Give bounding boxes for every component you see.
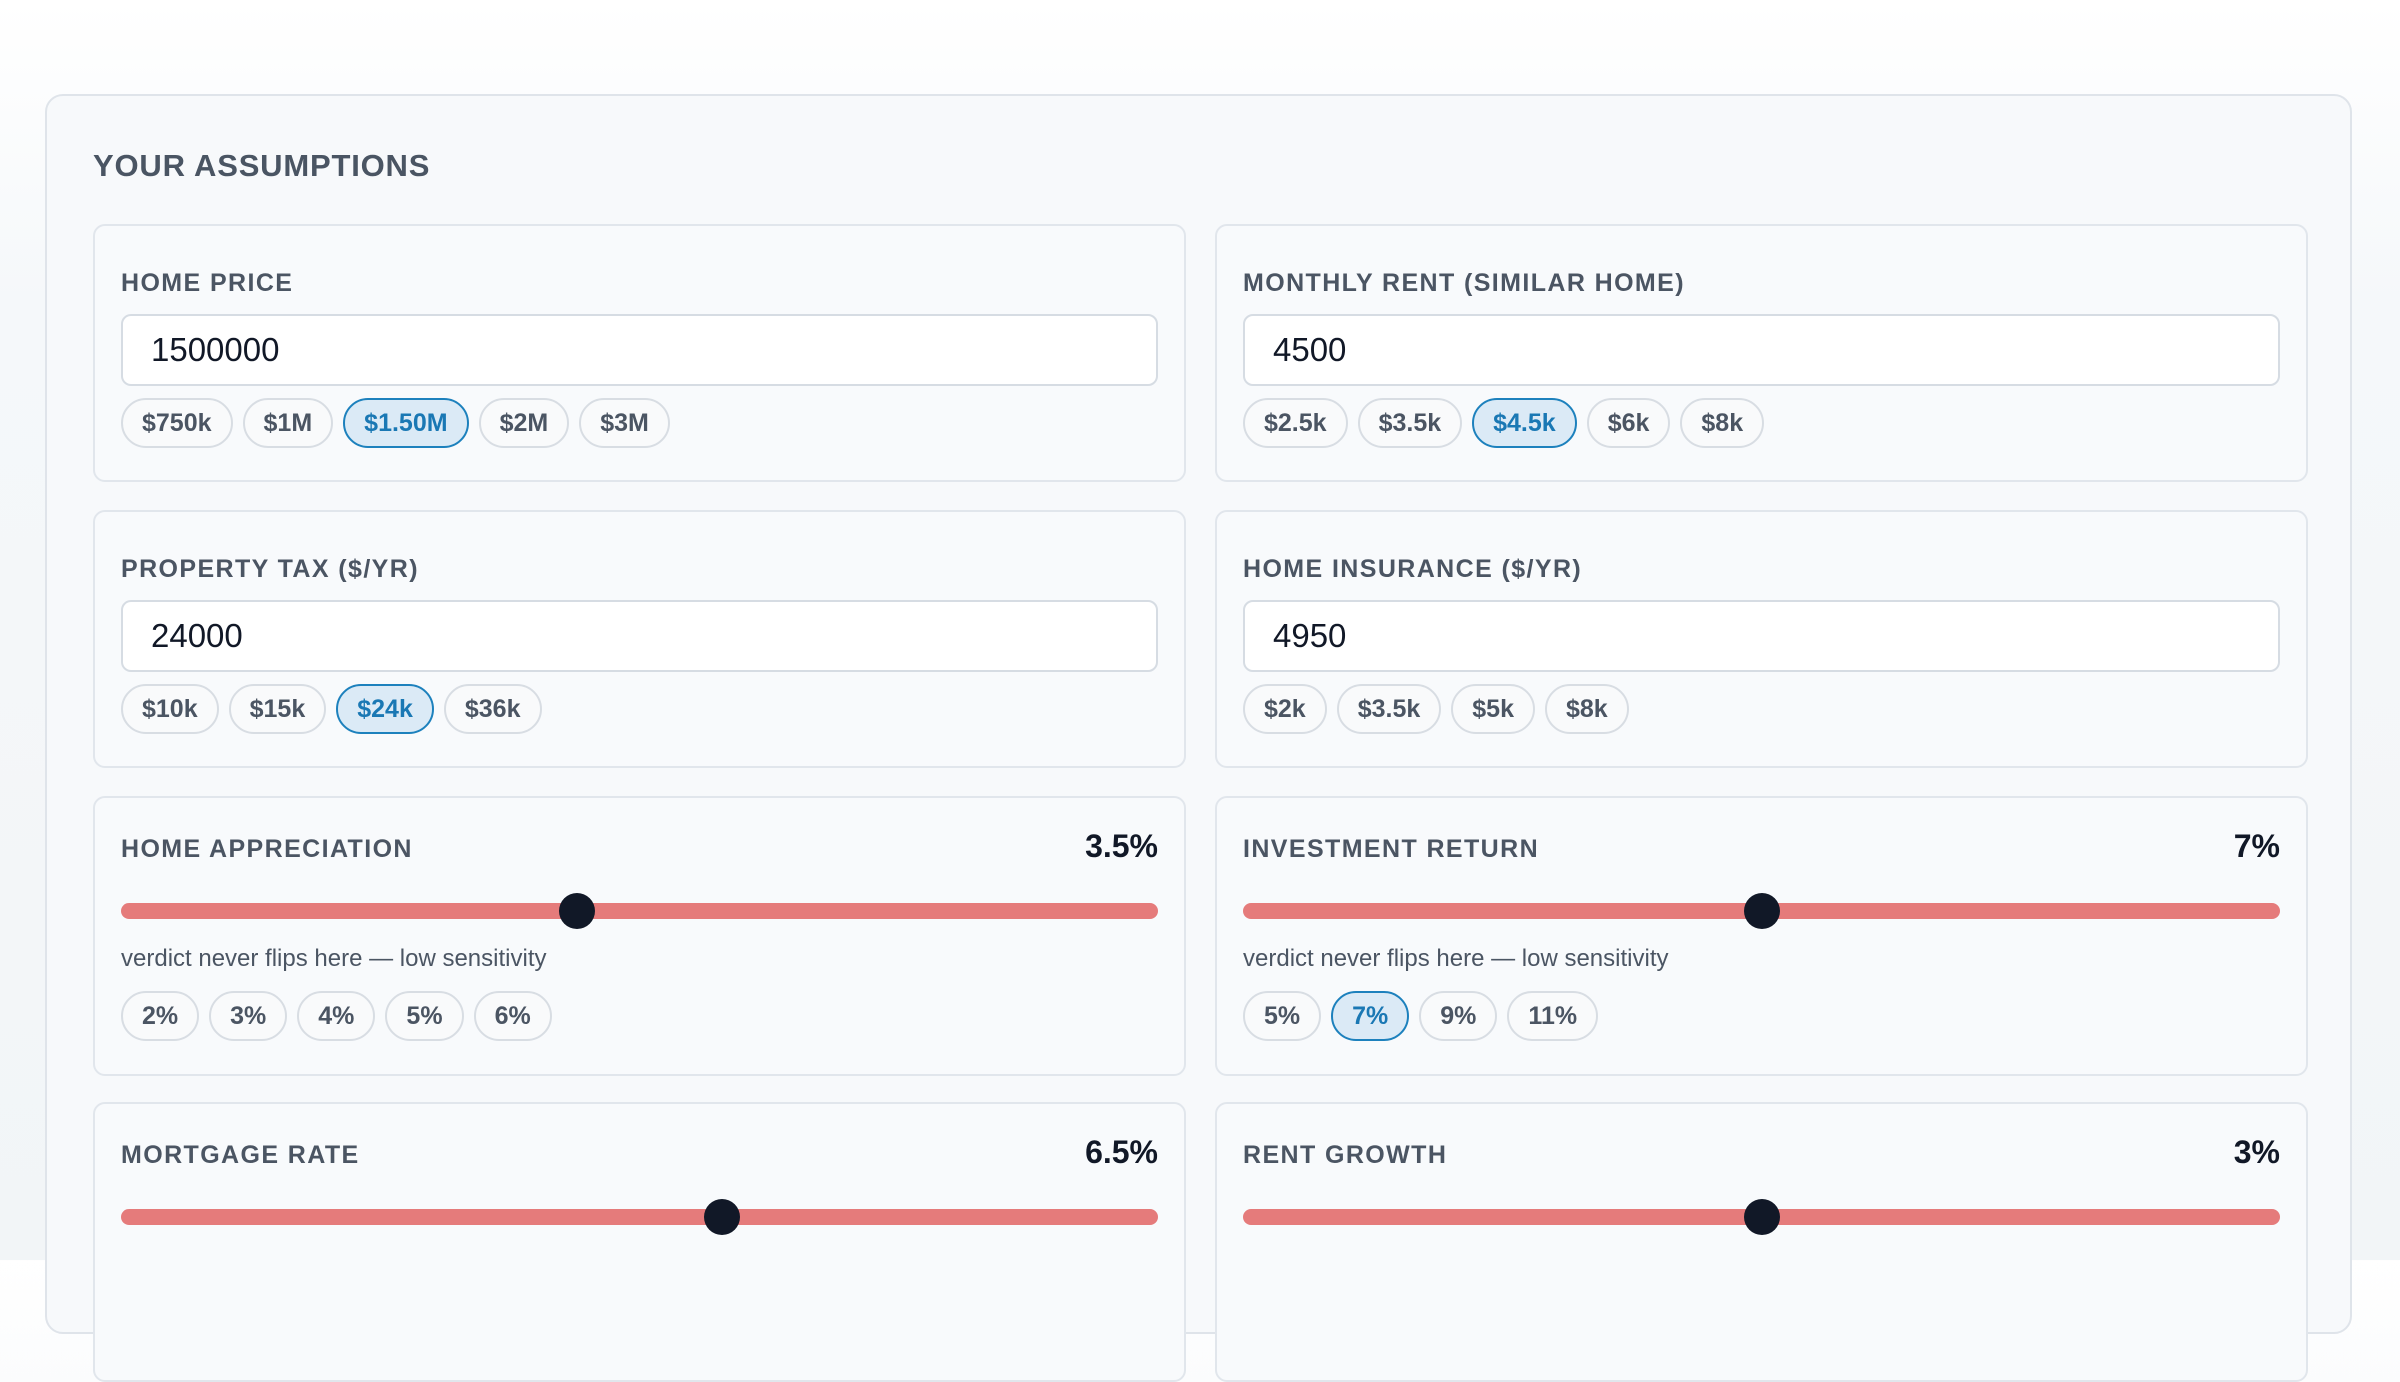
rent-growth-slider[interactable] xyxy=(1243,1199,2280,1235)
preset-chip[interactable]: 7% xyxy=(1331,991,1410,1041)
monthly-rent-presets: $2.5k $3.5k $4.5k $6k $8k xyxy=(1243,398,1765,448)
home-price-presets: $750k $1M $1.50M $2M $3M xyxy=(121,398,670,448)
home-insurance-input[interactable] xyxy=(1243,600,2280,672)
preset-chip[interactable]: $750k xyxy=(121,398,233,448)
home-appreciation-slider[interactable] xyxy=(121,893,1158,929)
preset-chip[interactable]: $8k xyxy=(1545,684,1629,734)
home-insurance-label: HOME INSURANCE ($/YR) xyxy=(1243,555,1583,583)
preset-chip[interactable]: $3M xyxy=(579,398,670,448)
rent-growth-card: RENT GROWTH 3% xyxy=(1215,1102,2308,1382)
investment-return-presets: 5% 7% 9% 11% xyxy=(1243,991,1599,1041)
preset-chip[interactable]: $2.5k xyxy=(1243,398,1348,448)
home-price-label: HOME PRICE xyxy=(121,269,294,297)
preset-chip[interactable]: 4% xyxy=(297,991,376,1041)
property-tax-card: PROPERTY TAX ($/YR) $10k$15k$24k$36k xyxy=(93,510,1186,768)
property-tax-label: PROPERTY TAX ($/YR) xyxy=(121,555,419,583)
preset-chip[interactable]: $10k xyxy=(121,684,219,734)
investment-return-sensitivity-note: verdict never flips here — low sensitivi… xyxy=(1243,945,1669,972)
property-tax-input[interactable] xyxy=(121,600,1158,672)
preset-chip[interactable]: $24k xyxy=(336,684,434,734)
preset-chip[interactable]: $1.50M xyxy=(343,398,469,448)
home-insurance-card: HOME INSURANCE ($/YR) $2k$3.5k$5k$8k xyxy=(1215,510,2308,768)
preset-chip[interactable]: $2M xyxy=(478,398,570,448)
preset-chip[interactable]: $5k xyxy=(1451,684,1535,734)
preset-chip[interactable]: 5% xyxy=(1243,991,1322,1041)
home-insurance-presets: $2k $3.5k $5k $8k xyxy=(1243,684,1629,734)
home-appreciation-label: HOME APPRECIATION xyxy=(121,835,413,863)
preset-chip[interactable]: $2k xyxy=(1243,684,1327,734)
mortgage-rate-slider[interactable] xyxy=(121,1199,1158,1235)
monthly-rent-label: MONTHLY RENT (SIMILAR HOME) xyxy=(1243,269,1685,297)
preset-chip[interactable]: $36k xyxy=(443,684,542,734)
rent-growth-slider-thumb[interactable] xyxy=(1743,1199,1780,1235)
investment-return-label: INVESTMENT RETURN xyxy=(1243,835,1540,863)
assumptions-panel: YOUR ASSUMPTIONS HOME PRICE $750k$1M$1.5… xyxy=(45,94,2352,1382)
monthly-rent-input[interactable] xyxy=(1243,314,2280,386)
property-tax-presets: $10k $15k $24k $36k xyxy=(121,684,542,734)
home-appreciation-slider-thumb[interactable] xyxy=(559,893,596,929)
rent-growth-value: 3% xyxy=(2233,1134,2280,1170)
preset-chip[interactable]: $8k xyxy=(1680,398,1765,448)
investment-return-slider[interactable] xyxy=(1243,893,2280,929)
preset-chip[interactable]: 9% xyxy=(1419,991,1498,1041)
preset-chip[interactable]: 3% xyxy=(209,991,288,1041)
home-appreciation-card: HOME APPRECIATION 3.5% verdict never fli… xyxy=(93,796,1186,1076)
panel-title: YOUR ASSUMPTIONS xyxy=(93,148,431,183)
preset-chip[interactable]: $3.5k xyxy=(1357,398,1463,448)
preset-chip[interactable]: $6k xyxy=(1586,398,1671,448)
preset-chip[interactable]: $15k xyxy=(228,684,327,734)
investment-return-value: 7% xyxy=(2233,828,2280,864)
preset-chip[interactable]: 6% xyxy=(473,991,552,1041)
mortgage-rate-label: MORTGAGE RATE xyxy=(121,1141,360,1169)
preset-chip[interactable]: $1M xyxy=(242,398,334,448)
preset-chip[interactable]: $4.5k xyxy=(1472,398,1577,448)
monthly-rent-card: MONTHLY RENT (SIMILAR HOME) $2.5k$3.5k$4… xyxy=(1215,224,2308,482)
investment-return-slider-thumb[interactable] xyxy=(1743,893,1780,929)
rent-growth-label: RENT GROWTH xyxy=(1243,1141,1448,1169)
preset-chip[interactable]: 11% xyxy=(1507,991,1599,1041)
investment-return-card: INVESTMENT RETURN 7% verdict never flips… xyxy=(1215,796,2308,1076)
home-price-input[interactable] xyxy=(121,314,1158,386)
home-appreciation-sensitivity-note: verdict never flips here — low sensitivi… xyxy=(121,945,547,972)
preset-chip[interactable]: $3.5k xyxy=(1336,684,1442,734)
home-price-card: HOME PRICE $750k$1M$1.50M$2M$3M xyxy=(93,224,1186,482)
mortgage-rate-slider-thumb[interactable] xyxy=(704,1199,741,1235)
mortgage-rate-value: 6.5% xyxy=(1085,1134,1158,1170)
mortgage-rate-card: MORTGAGE RATE 6.5% xyxy=(93,1102,1186,1382)
home-appreciation-presets: 2% 3% 4% 5% 6% xyxy=(121,991,552,1041)
home-appreciation-value: 3.5% xyxy=(1085,828,1158,864)
preset-chip[interactable]: 5% xyxy=(385,991,464,1041)
preset-chip[interactable]: 2% xyxy=(121,991,200,1041)
